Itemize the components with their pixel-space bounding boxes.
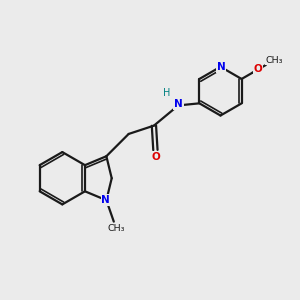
Text: N: N — [217, 62, 226, 72]
Text: H: H — [163, 88, 171, 98]
Text: CH₃: CH₃ — [107, 224, 125, 233]
Text: CH₃: CH₃ — [265, 56, 283, 65]
Text: N: N — [174, 99, 183, 109]
Text: N: N — [101, 195, 110, 205]
Text: O: O — [152, 152, 161, 161]
Text: O: O — [254, 64, 262, 74]
